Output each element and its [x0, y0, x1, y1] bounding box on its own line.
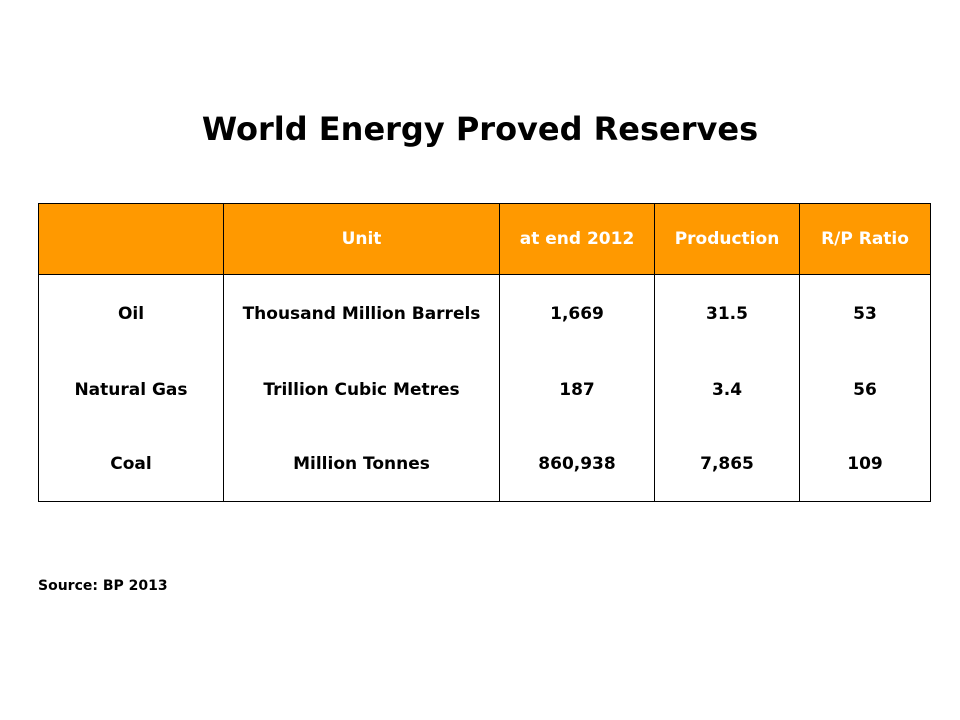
production-cell: 7,865 — [654, 429, 800, 502]
production-cell: 3.4 — [654, 353, 800, 429]
unit-cell: Million Tonnes — [223, 429, 500, 502]
unit-cell: Thousand Million Barrels — [223, 274, 500, 353]
fuel-cell: Natural Gas — [38, 353, 224, 429]
reserves-cell: 187 — [499, 353, 655, 429]
reserves-cell: 1,669 — [499, 274, 655, 353]
rp-ratio-cell: 53 — [799, 274, 931, 353]
table-row: Coal Million Tonnes 860,938 7,865 109 — [38, 429, 931, 502]
source-note: Source: BP 2013 — [38, 578, 168, 594]
header-production: Production — [654, 203, 800, 275]
fuel-cell: Oil — [38, 274, 224, 353]
table-header-row: Unit at end 2012 Production R/P Ratio — [38, 203, 931, 275]
rp-ratio-cell: 56 — [799, 353, 931, 429]
table-row: Natural Gas Trillion Cubic Metres 187 3.… — [38, 353, 931, 429]
reserves-cell: 860,938 — [499, 429, 655, 502]
page-title: World Energy Proved Reserves — [201, 110, 759, 148]
table-row: Oil Thousand Million Barrels 1,669 31.5 … — [38, 274, 931, 353]
reserves-table: Unit at end 2012 Production R/P Ratio Oi… — [38, 203, 931, 502]
production-cell: 31.5 — [654, 274, 800, 353]
header-unit: Unit — [223, 203, 500, 275]
rp-ratio-cell: 109 — [799, 429, 931, 502]
header-reserves: at end 2012 — [499, 203, 655, 275]
header-fuel — [38, 203, 224, 275]
fuel-cell: Coal — [38, 429, 224, 502]
header-rp-ratio: R/P Ratio — [799, 203, 931, 275]
unit-cell: Trillion Cubic Metres — [223, 353, 500, 429]
